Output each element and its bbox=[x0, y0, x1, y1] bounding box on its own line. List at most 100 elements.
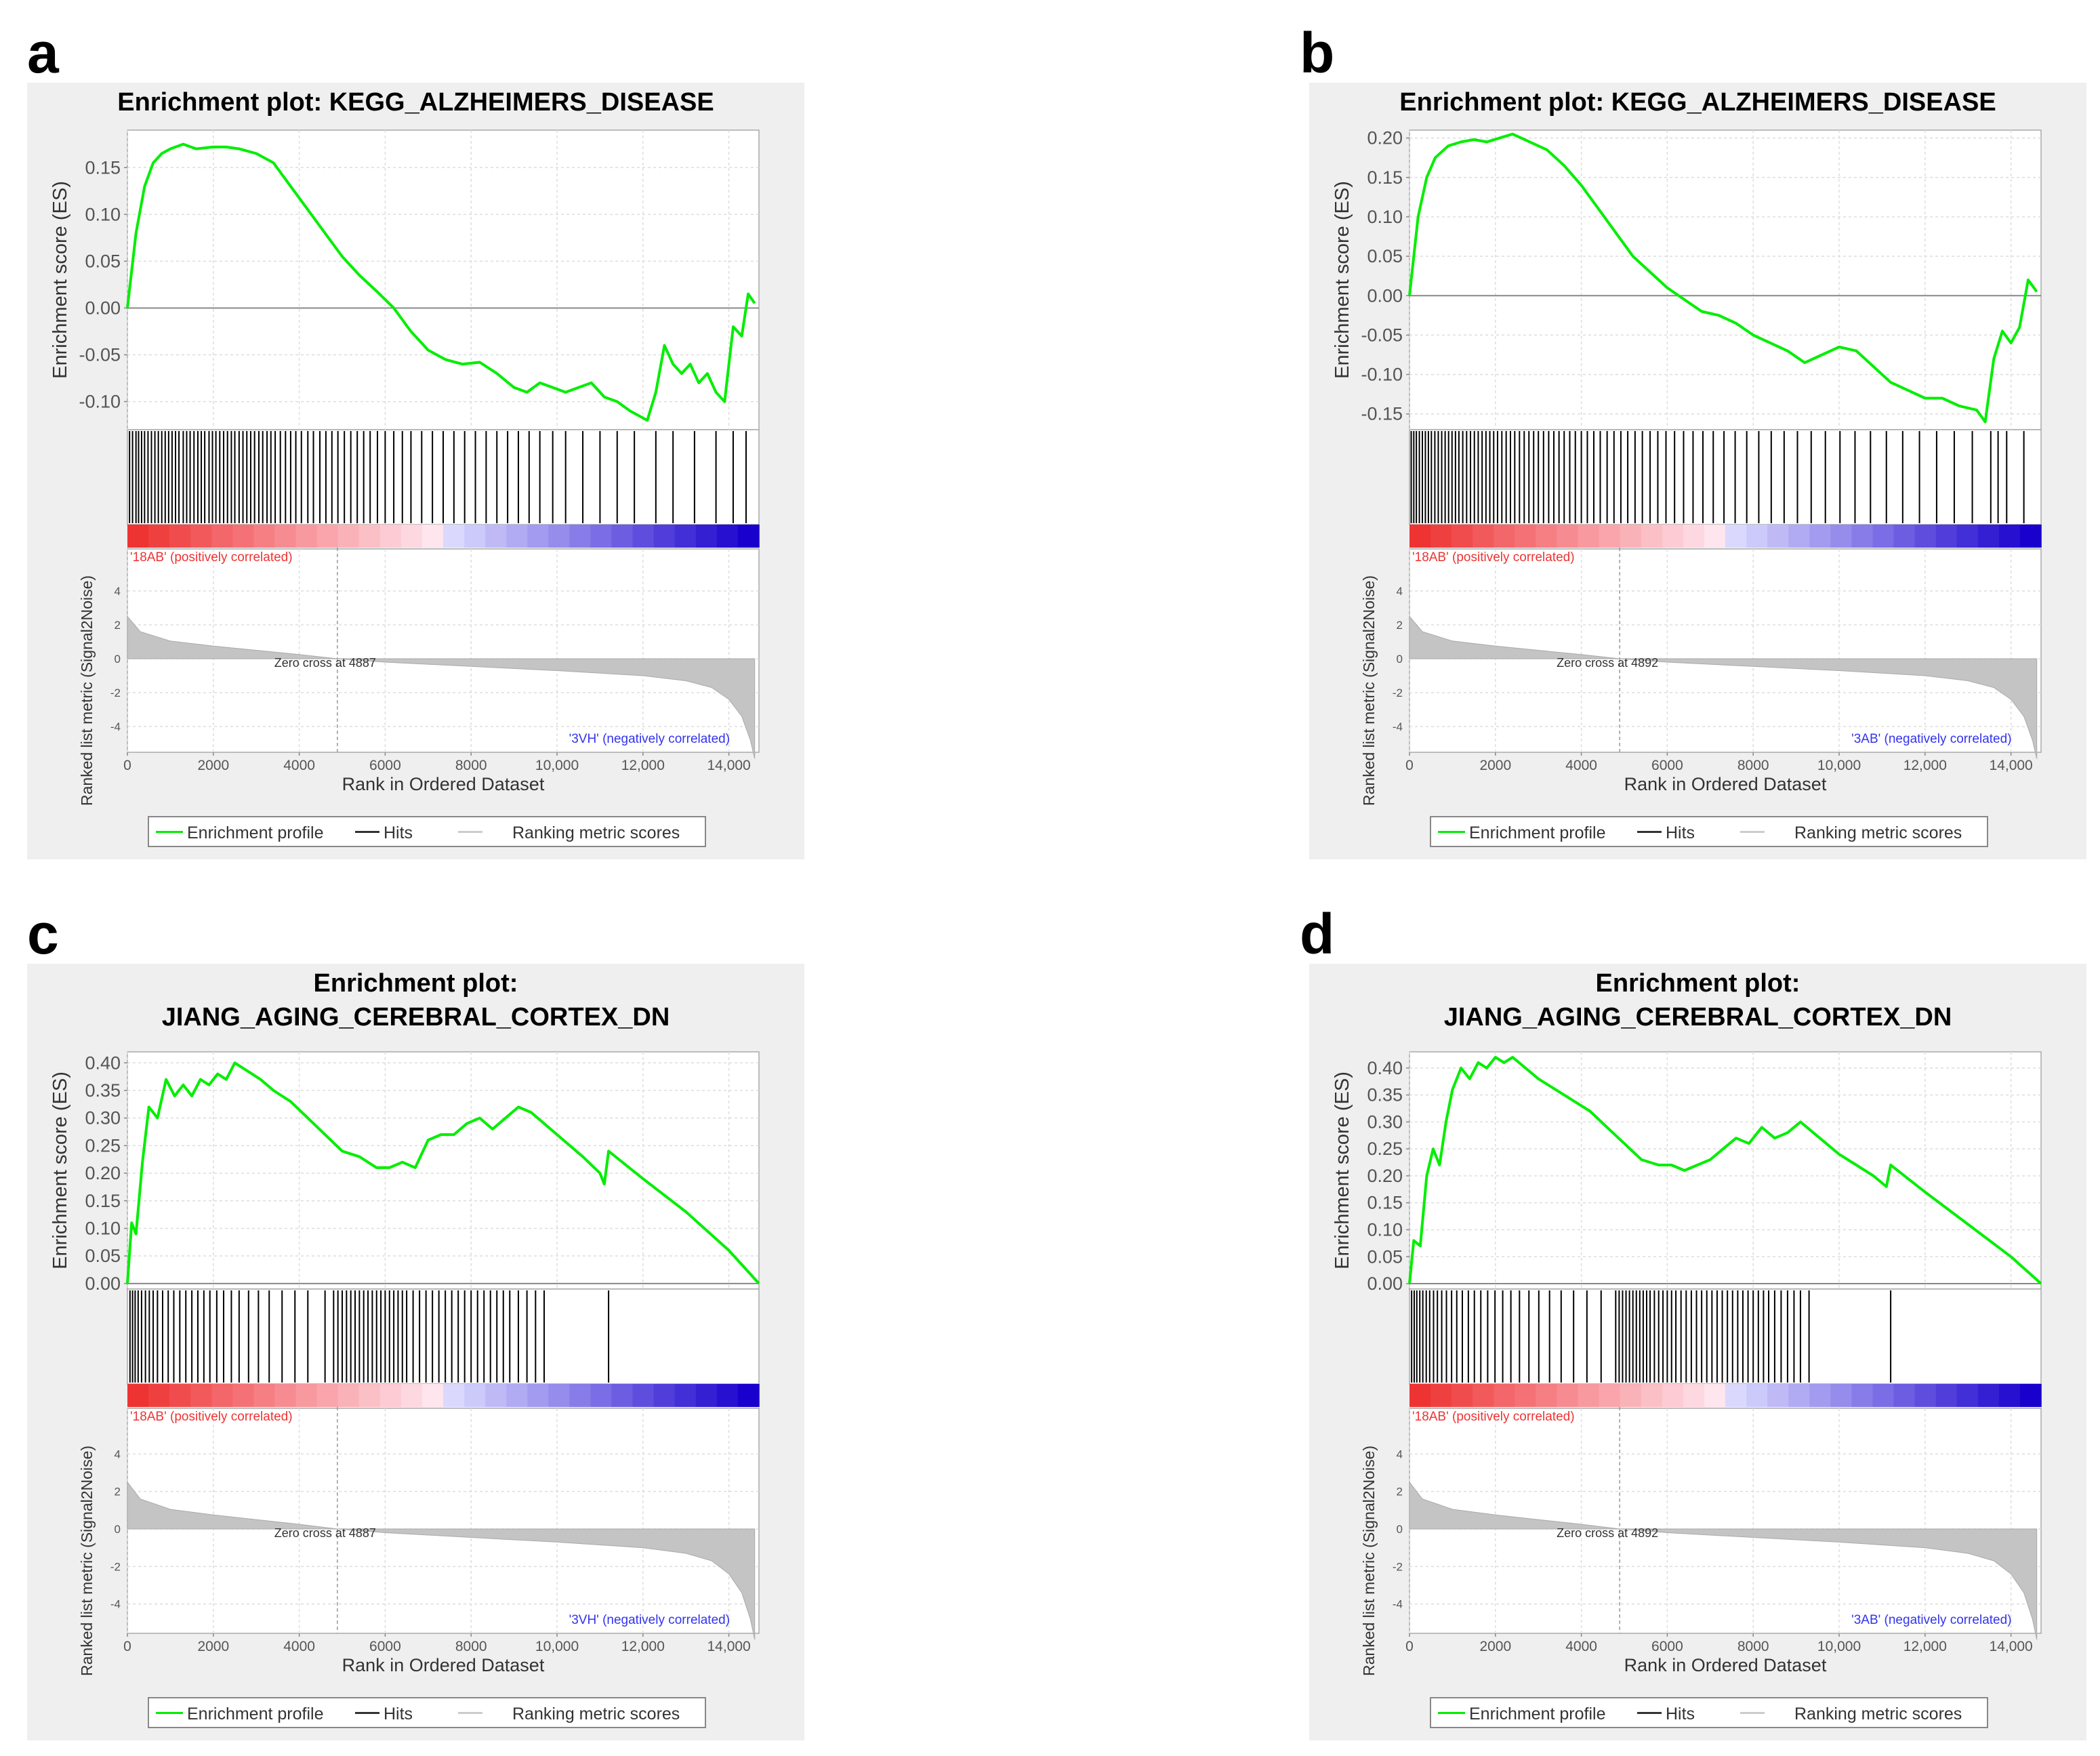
metric-ytick-label: 0 bbox=[1397, 653, 1403, 666]
metric-ytick-label: 0 bbox=[115, 653, 121, 666]
correlation-strip-segment bbox=[274, 525, 297, 548]
hits-area bbox=[1409, 429, 2042, 525]
es-y-axis-label: Enrichment score (ES) bbox=[49, 1071, 71, 1269]
panel-label-a: a bbox=[27, 21, 59, 85]
es-ytick-label: 0.15 bbox=[1367, 1193, 1403, 1213]
xtick-label: 12,000 bbox=[621, 1639, 665, 1654]
legend-hits: Hits bbox=[384, 823, 413, 842]
correlation-strip-segment bbox=[316, 1384, 339, 1407]
correlation-strip-segment bbox=[421, 525, 444, 548]
zero-cross-label: Zero cross at 4892 bbox=[1557, 656, 1658, 670]
correlation-strip-segment bbox=[1830, 525, 1853, 548]
gsea-chart-a: Zero cross at 4887 '18AB' (positively cor… bbox=[49, 129, 760, 806]
correlation-strip-segment bbox=[1977, 1384, 2000, 1407]
es-y-axis-label: Enrichment score (ES) bbox=[49, 181, 71, 379]
es-ytick-label: 0.40 bbox=[85, 1053, 121, 1073]
correlation-strip-segment bbox=[148, 525, 170, 548]
metric-ytick-label: -2 bbox=[110, 687, 121, 699]
correlation-strip-segment bbox=[1956, 525, 1979, 548]
correlation-strip-segment bbox=[1914, 1384, 1937, 1407]
xtick-label: 10,000 bbox=[535, 758, 579, 773]
correlation-strip-segment bbox=[485, 1384, 507, 1407]
xtick-label: 4000 bbox=[1565, 1639, 1597, 1654]
es-ytick-label: -0.15 bbox=[1361, 404, 1403, 424]
correlation-strip-segment bbox=[1473, 1384, 1495, 1407]
correlation-strip-segment bbox=[1872, 525, 1895, 548]
positive-correlation-label: '18AB' (positively correlated) bbox=[130, 550, 293, 565]
correlation-strip-segment bbox=[253, 1384, 276, 1407]
legend-enrichment-profile: Enrichment profile bbox=[1469, 823, 1606, 842]
correlation-strip-segment bbox=[1620, 525, 1642, 548]
legend-ranking-metric: Ranking metric scores bbox=[1794, 823, 1962, 842]
zero-cross-label: Zero cross at 4887 bbox=[274, 656, 376, 670]
correlation-strip-segment bbox=[1409, 1384, 1431, 1407]
gsea-panel-a: Enrichment plot: KEGG_ALZHEIMERS_DISEASE… bbox=[27, 83, 804, 859]
metric-ytick-label: -2 bbox=[110, 1560, 121, 1573]
es-ytick-label: 0.00 bbox=[1367, 1273, 1403, 1294]
gsea-chart-b: Zero cross at 4892 '18AB' (positively cor… bbox=[1332, 128, 2042, 806]
metric-ytick-label: 4 bbox=[115, 1448, 121, 1461]
correlation-strip-segment bbox=[1662, 525, 1684, 548]
correlation-strip-segment bbox=[1430, 1384, 1452, 1407]
xtick-label: 2000 bbox=[197, 1639, 229, 1654]
metric-ytick-label: 2 bbox=[115, 1486, 121, 1498]
positive-correlation-label: '18AB' (positively correlated) bbox=[130, 1410, 293, 1424]
correlation-strip-segment bbox=[358, 525, 381, 548]
es-ytick-label: 0.20 bbox=[1367, 1166, 1403, 1186]
correlation-strip-segment bbox=[506, 525, 529, 548]
es-ytick-label: -0.05 bbox=[1361, 325, 1403, 345]
es-ytick-label: 0.25 bbox=[85, 1135, 121, 1156]
xtick-label: 10,000 bbox=[535, 1639, 579, 1654]
correlation-strip-segment bbox=[1683, 1384, 1705, 1407]
xtick-label: 10,000 bbox=[1817, 758, 1861, 773]
correlation-strip-segment bbox=[1767, 525, 1789, 548]
es-ytick-label: 0.25 bbox=[1367, 1139, 1403, 1159]
correlation-strip-segment bbox=[1409, 525, 1431, 548]
es-ytick-label: 0.40 bbox=[1367, 1058, 1403, 1078]
legend-hits: Hits bbox=[1666, 1704, 1695, 1723]
correlation-strip-segment bbox=[295, 1384, 318, 1407]
correlation-strip-segment bbox=[1662, 1384, 1684, 1407]
legend-swatch-profile bbox=[156, 1712, 183, 1714]
correlation-strip-segment bbox=[211, 525, 234, 548]
xtick-label: 4000 bbox=[283, 758, 315, 773]
legend-swatch-metric bbox=[1740, 831, 1765, 833]
correlation-strip-segment bbox=[379, 1384, 402, 1407]
ranking-metric-area bbox=[127, 615, 756, 759]
es-plot-area bbox=[127, 129, 760, 430]
es-ytick-label: 0.05 bbox=[1367, 246, 1403, 266]
gsea-panel-c: Enrichment plot: JIANG_AGING_CEREBRAL_CO… bbox=[27, 964, 804, 1740]
xtick-label: 8000 bbox=[1737, 1639, 1769, 1654]
x-axis-label: Rank in Ordered Dataset bbox=[342, 774, 545, 794]
metric-ytick-label: -2 bbox=[1393, 1560, 1403, 1573]
correlation-strip-segment bbox=[337, 525, 360, 548]
correlation-strip-segment bbox=[1704, 1384, 1726, 1407]
zero-cross-label: Zero cross at 4887 bbox=[274, 1526, 376, 1540]
legend-swatch-metric bbox=[458, 1712, 482, 1714]
legend-swatch-profile bbox=[156, 831, 183, 833]
legend-enrichment-profile: Enrichment profile bbox=[187, 823, 324, 842]
metric-y-axis-label: Ranked list metric (Signal2Noise) bbox=[1360, 575, 1378, 806]
es-ytick-label: 0.00 bbox=[1367, 285, 1403, 306]
xtick-label: 8000 bbox=[455, 1639, 487, 1654]
correlation-strip-segment bbox=[527, 1384, 550, 1407]
correlation-strip-segment bbox=[485, 525, 507, 548]
ranking-metric-area bbox=[1409, 615, 2038, 759]
correlation-strip-segment bbox=[443, 1384, 465, 1407]
correlation-strip-segment bbox=[1704, 525, 1726, 548]
legend-swatch-metric bbox=[458, 831, 482, 833]
correlation-strip-segment bbox=[1767, 1384, 1789, 1407]
correlation-strip-segment bbox=[1557, 1384, 1579, 1407]
correlation-strip-segment bbox=[1872, 1384, 1895, 1407]
legend-ranking-metric: Ranking metric scores bbox=[512, 1704, 680, 1723]
xtick-label: 8000 bbox=[455, 758, 487, 773]
x-axis-label: Rank in Ordered Dataset bbox=[1624, 774, 1827, 794]
hits-area bbox=[1409, 1288, 2042, 1385]
es-ytick-label: 0.00 bbox=[85, 298, 121, 318]
legend-swatch-profile bbox=[1438, 1712, 1465, 1714]
correlation-strip-segment bbox=[1956, 1384, 1979, 1407]
xtick-label: 12,000 bbox=[1903, 1639, 1947, 1654]
correlation-strip-segment bbox=[611, 525, 634, 548]
es-ytick-label: -0.05 bbox=[79, 345, 121, 365]
legend-swatch-hits bbox=[355, 831, 379, 833]
